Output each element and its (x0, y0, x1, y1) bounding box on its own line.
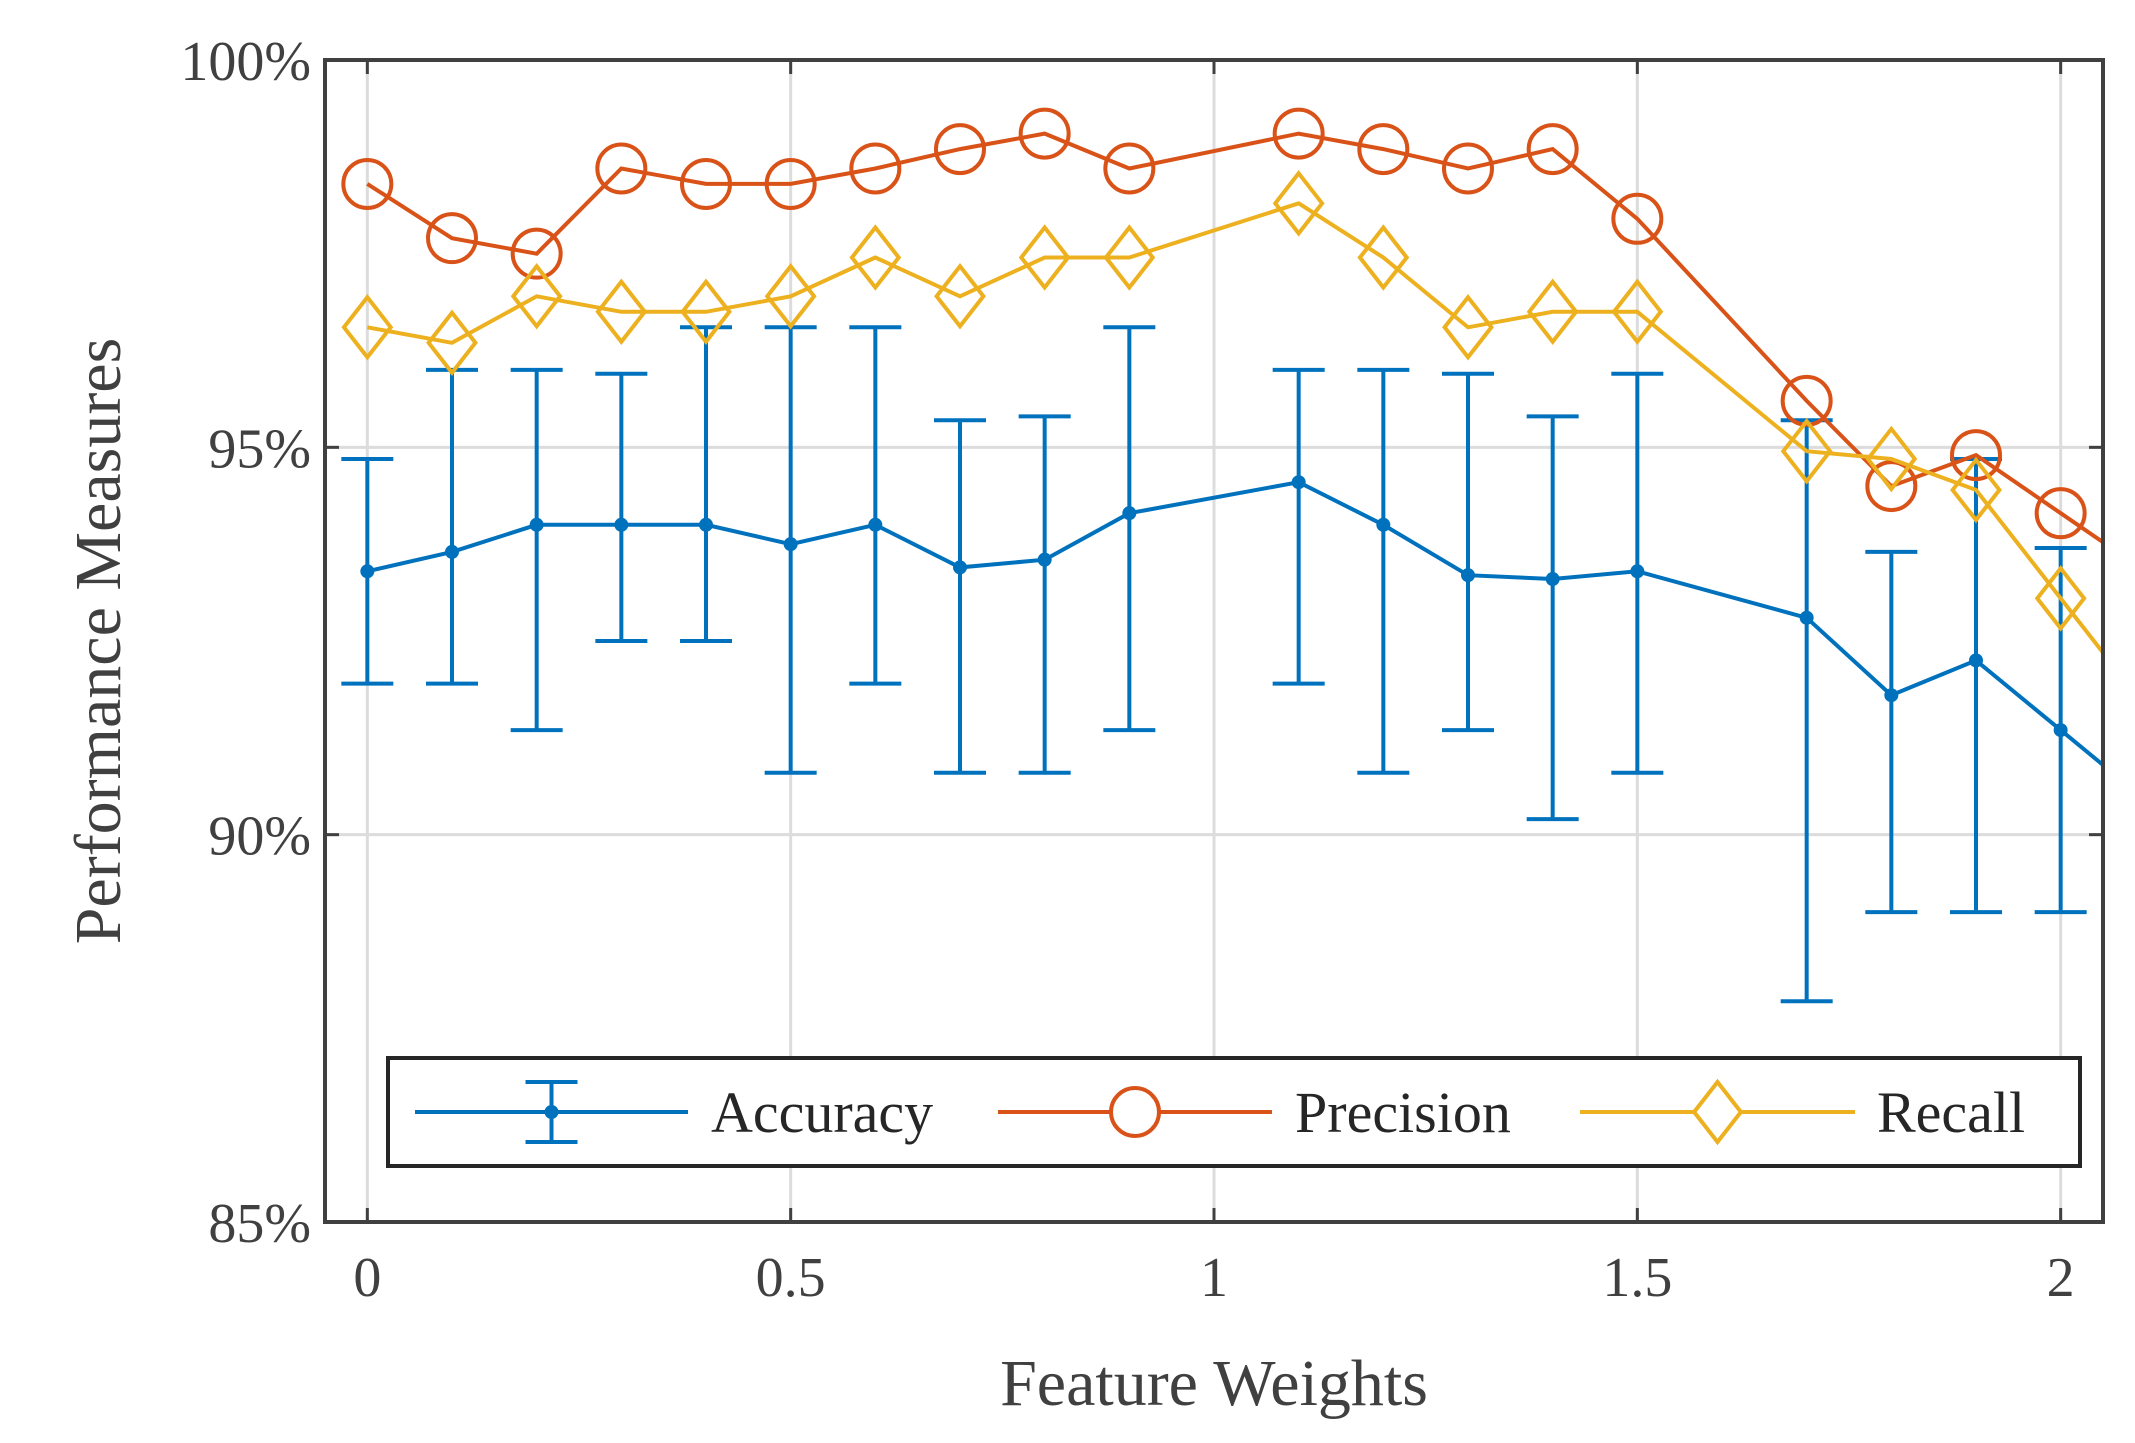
series-accuracy (341, 325, 2103, 1004)
legend-label-accuracy: Accuracy (711, 1080, 933, 1145)
accuracy-point-10 (1291, 475, 1306, 490)
recall-point-2 (510, 263, 563, 330)
precision-point-0 (341, 157, 394, 210)
legend-label-recall: Recall (1877, 1080, 2025, 1145)
recall-point-12 (1442, 294, 1494, 361)
ticks: 0 0.5 1 1.5 2 85% 90% 95% 100% (180, 31, 2103, 1309)
recall-point-5 (764, 263, 817, 330)
precision-point-13 (1526, 123, 1579, 176)
accuracy-point-16 (1884, 688, 1899, 703)
precision-point-8 (1018, 107, 1071, 160)
recall-point-17 (1950, 456, 2002, 524)
accuracy-point-12 (1461, 568, 1475, 583)
legend-label-precision: Precision (1295, 1080, 1511, 1145)
recall-line (366, 201, 2103, 656)
y-tick-label-1: 90% (208, 806, 311, 868)
accuracy-point-5 (783, 537, 798, 552)
recall-point-1 (426, 309, 478, 377)
accuracy-point-14 (1630, 564, 1645, 579)
recall-point-9 (1103, 224, 1156, 291)
precision-point-5 (764, 157, 817, 210)
recall-point-11 (1357, 224, 1410, 291)
accuracy-point-2 (529, 517, 544, 532)
accuracy-point-7 (953, 560, 967, 575)
y-axis-title: Performance Measures (62, 338, 135, 945)
precision-point-6 (849, 142, 902, 195)
precision-point-18 (2034, 487, 2087, 540)
x-tick-label-0: 0 (353, 1247, 381, 1309)
x-tick-label-3: 1.5 (1602, 1247, 1672, 1309)
legend-marker-recall (1691, 1078, 1744, 1146)
x-tick-label-2: 1 (1200, 1247, 1228, 1309)
series-recall (341, 170, 2103, 656)
legend-item-accuracy: Accuracy (415, 1080, 933, 1145)
precision-point-10 (1272, 107, 1325, 160)
x-tick-label-4: 2 (2047, 1247, 2075, 1309)
precision-point-14 (1611, 192, 1664, 245)
accuracy-point-4 (699, 517, 713, 532)
recall-point-13 (1526, 278, 1579, 346)
accuracy-line (366, 480, 2103, 768)
recall-point-3 (595, 278, 648, 346)
precision-point-15 (1780, 374, 1833, 427)
legend: Accuracy Precision Recall (386, 1056, 2082, 1168)
recall-point-7 (934, 263, 986, 330)
series-layer (341, 107, 2103, 1004)
x-axis-title: Feature Weights (1000, 1347, 1428, 1420)
legend-marker-accuracy (544, 1105, 559, 1119)
accuracy-point-9 (1122, 506, 1137, 521)
accuracy-point-6 (868, 517, 883, 532)
recall-point-16 (1865, 425, 1918, 493)
accuracy-point-15 (1799, 610, 1814, 625)
precision-point-3 (595, 142, 648, 195)
precision-point-16 (1865, 460, 1918, 513)
accuracy-point-3 (614, 517, 629, 532)
recall-point-15 (1780, 417, 1833, 485)
recall-point-8 (1018, 224, 1071, 291)
legend-item-precision: Precision (998, 1080, 1511, 1145)
y-tick-label-3: 100% (180, 31, 311, 93)
precision-point-2 (510, 227, 563, 280)
x-tick-label-1: 0.5 (756, 1247, 826, 1309)
legend-item-recall: Recall (1580, 1078, 2025, 1146)
accuracy-point-18 (2053, 723, 2068, 738)
precision-point-11 (1357, 123, 1410, 176)
accuracy-point-0 (360, 564, 375, 579)
precision-point-4 (680, 157, 732, 210)
recall-point-6 (849, 224, 902, 291)
precision-point-9 (1103, 142, 1156, 195)
precision-point-7 (934, 123, 986, 176)
recall-point-0 (341, 294, 394, 361)
accuracy-point-17 (1969, 653, 1983, 668)
y-tick-label-0: 85% (208, 1193, 311, 1255)
accuracy-point-13 (1545, 572, 1560, 587)
recall-point-18 (2034, 565, 2087, 632)
recall-point-4 (680, 278, 732, 346)
accuracy-point-1 (445, 544, 459, 559)
legend-marker-precision (1109, 1086, 1161, 1138)
accuracy-point-11 (1376, 517, 1391, 532)
precision-point-17 (1950, 429, 2002, 482)
y-tick-label-2: 95% (208, 418, 311, 480)
recall-point-14 (1611, 278, 1664, 346)
precision-point-1 (426, 212, 478, 265)
recall-point-10 (1272, 170, 1325, 237)
accuracy-point-8 (1037, 552, 1052, 567)
precision-point-12 (1442, 142, 1494, 195)
